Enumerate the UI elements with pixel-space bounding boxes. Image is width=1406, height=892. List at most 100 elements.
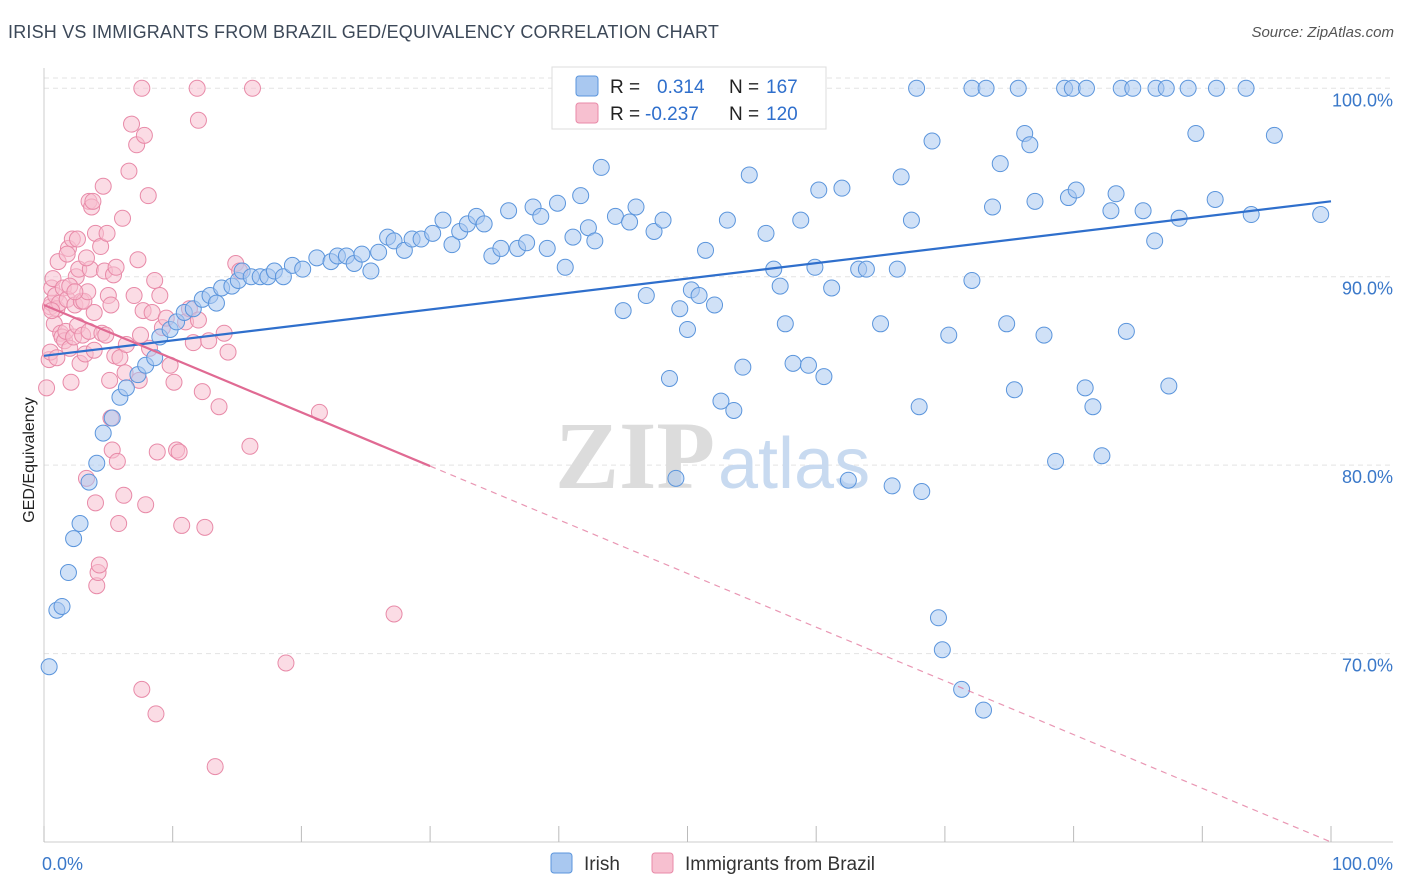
irish-point [977, 79, 995, 97]
irish-point [294, 260, 312, 278]
brazil-point [86, 494, 104, 512]
irish-point [913, 483, 931, 501]
brazil-point [129, 251, 147, 269]
irish-point [908, 79, 926, 97]
irish-point [933, 641, 951, 659]
irish-point [1265, 126, 1283, 144]
brazil-point [133, 79, 151, 97]
irish-point [1102, 202, 1120, 220]
irish-point [784, 354, 802, 372]
irish-point [872, 315, 890, 333]
irish-point [902, 211, 920, 229]
irish-point [1179, 79, 1197, 97]
brazil-trend-line [43, 303, 431, 468]
brazil-point [210, 398, 228, 416]
watermark-zip: ZIP [555, 402, 715, 509]
brazil-point [147, 705, 165, 723]
brazil-point [62, 373, 80, 391]
brazil-point [385, 605, 403, 623]
legend-brazil-n-label: N = [729, 104, 759, 125]
brazil-point [132, 326, 150, 344]
irish-point [654, 211, 672, 229]
irish-point [362, 262, 380, 280]
brazil-point [114, 209, 132, 227]
irish-point [1160, 377, 1178, 395]
irish-point [667, 469, 685, 487]
irish-point [998, 315, 1016, 333]
irish-point [1076, 379, 1094, 397]
irish-point [815, 368, 833, 386]
irish-point [532, 207, 550, 225]
irish-point [953, 680, 971, 698]
irish-point [443, 236, 461, 254]
irish-point [586, 232, 604, 250]
legend-brazil-n-value: 120 [766, 104, 798, 125]
irish-point [963, 79, 981, 97]
irish-point [734, 358, 752, 376]
brazil-point [123, 115, 141, 133]
y-tick-label: 80.0% [1342, 467, 1393, 487]
brazil-point [90, 556, 108, 574]
legend-brazil-swatch [575, 102, 599, 124]
brazil-point [219, 343, 237, 361]
brazil-point [77, 249, 95, 267]
y-tick-labels: 70.0% 80.0% 90.0% 100.0% [1332, 90, 1393, 675]
brazil-point [173, 516, 191, 534]
irish-point [1134, 202, 1152, 220]
irish-point [888, 260, 906, 278]
brazil-point [143, 304, 161, 322]
brazil-point [94, 177, 112, 195]
irish-point [1077, 79, 1095, 97]
irish-point [671, 300, 689, 318]
irish-point [740, 166, 758, 184]
brazil-point [137, 496, 155, 514]
brazil-point [48, 349, 66, 367]
legend-brazil-r-value: -0.237 [645, 104, 699, 125]
brazil-point [243, 79, 261, 97]
brazil-point [66, 283, 84, 301]
irish-point [475, 215, 493, 233]
irish-point [799, 356, 817, 374]
brazil-point [151, 287, 169, 305]
legend: R = 0.314 N = 167 R = -0.237 N = 120 [551, 66, 827, 130]
brazil-point [193, 383, 211, 401]
trend-lines [43, 200, 1332, 843]
brazil-point [165, 373, 183, 391]
irish-point [963, 271, 981, 289]
brazil-point [277, 654, 295, 672]
irish-point [518, 234, 536, 252]
irish-point [1063, 79, 1081, 97]
brazil-point [241, 437, 259, 455]
brazil-point [38, 379, 56, 397]
y-tick-label: 70.0% [1342, 656, 1393, 676]
irish-point [725, 401, 743, 419]
irish-point [1187, 124, 1205, 142]
irish-point [94, 424, 112, 442]
irish-point [1035, 326, 1053, 344]
brazil-point [135, 126, 153, 144]
irish-point [53, 597, 71, 615]
irish-point [792, 211, 810, 229]
irish-point [810, 181, 828, 199]
irish-point [274, 268, 292, 286]
irish-point [88, 454, 106, 472]
y-axis-title: GED/Equivalency [21, 397, 38, 522]
brazil-point [196, 518, 214, 536]
brazil-point [85, 304, 103, 322]
brazil-point [68, 230, 86, 248]
irish-point [1206, 190, 1224, 208]
irish-point [1084, 398, 1102, 416]
irish-point [637, 287, 655, 305]
irish-point [207, 294, 225, 312]
legend-irish-n-label: N = [729, 77, 759, 98]
brazil-point [102, 296, 120, 314]
brazil-point [84, 192, 102, 210]
irish-point [706, 296, 724, 314]
irish-point [1005, 381, 1023, 399]
bottom-legend-brazil-swatch [651, 852, 674, 874]
irish-point [679, 320, 696, 338]
irish-point [892, 168, 910, 186]
brazil-point [139, 187, 157, 205]
irish-point [1124, 79, 1142, 97]
irish-point [549, 194, 567, 212]
